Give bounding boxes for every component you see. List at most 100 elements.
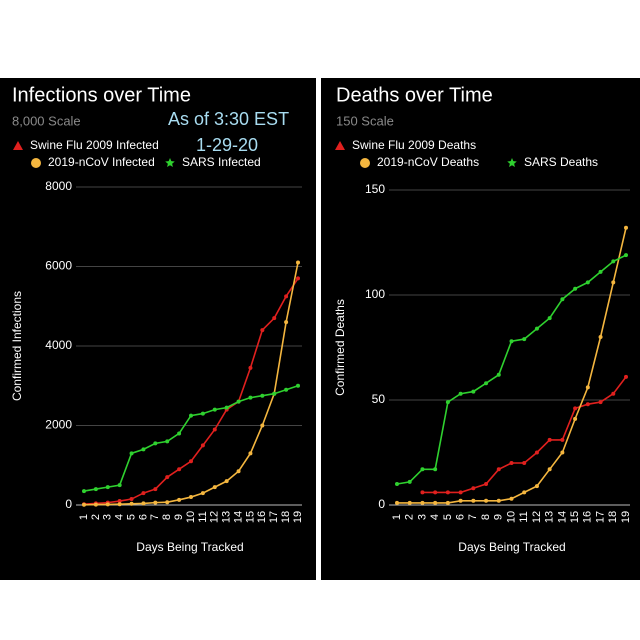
data-point bbox=[141, 491, 146, 496]
data-point bbox=[471, 498, 476, 503]
data-point bbox=[522, 461, 527, 465]
data-point bbox=[141, 447, 146, 452]
y-tick-label: 50 bbox=[372, 392, 386, 406]
legend-marker bbox=[360, 158, 370, 168]
data-point bbox=[296, 276, 300, 281]
x-axis-title: Days Being Tracked bbox=[136, 540, 243, 554]
right-panel bbox=[321, 78, 640, 580]
data-point bbox=[177, 431, 182, 436]
data-point bbox=[496, 372, 501, 377]
legend-label: SARS Deaths bbox=[524, 155, 598, 169]
data-point bbox=[611, 259, 616, 264]
chart-title: Infections over Time bbox=[12, 84, 191, 106]
x-tick-label: 11 bbox=[518, 511, 530, 522]
data-point bbox=[598, 269, 603, 274]
data-point bbox=[433, 500, 438, 505]
data-point bbox=[522, 337, 527, 342]
data-point bbox=[105, 502, 110, 507]
x-tick-label: 2 bbox=[404, 514, 416, 520]
data-point bbox=[200, 443, 205, 448]
data-point bbox=[560, 437, 565, 442]
data-point bbox=[129, 451, 134, 456]
data-point bbox=[458, 498, 463, 503]
data-point bbox=[224, 479, 229, 484]
data-point bbox=[433, 467, 438, 472]
data-point bbox=[509, 496, 514, 501]
y-tick-label: 6000 bbox=[45, 259, 72, 273]
data-point bbox=[82, 489, 86, 494]
legend-label: Swine Flu 2009 Deaths bbox=[352, 138, 476, 152]
x-tick-label: 4 bbox=[114, 514, 126, 520]
x-tick-label: 18 bbox=[607, 511, 619, 523]
data-point bbox=[296, 383, 300, 388]
x-tick-label: 1 bbox=[78, 514, 90, 520]
data-point bbox=[445, 400, 450, 405]
legend-label: 2019-nCoV Deaths bbox=[377, 155, 479, 169]
data-point bbox=[471, 389, 476, 394]
annotation: 1-29-20 bbox=[196, 135, 258, 155]
data-point bbox=[212, 427, 217, 432]
data-point bbox=[573, 286, 578, 291]
data-point bbox=[260, 393, 265, 398]
data-point bbox=[433, 490, 438, 495]
data-point bbox=[248, 365, 253, 370]
x-tick-label: 2 bbox=[90, 514, 102, 520]
data-point bbox=[153, 441, 158, 446]
x-tick-label: 13 bbox=[221, 511, 233, 523]
x-tick-label: 14 bbox=[232, 511, 244, 523]
y-tick-label: 0 bbox=[65, 497, 72, 511]
data-point bbox=[200, 491, 205, 496]
x-tick-label: 1 bbox=[391, 514, 403, 520]
data-point bbox=[560, 450, 565, 455]
data-point bbox=[534, 484, 539, 489]
x-tick-label: 7 bbox=[467, 514, 479, 520]
data-point bbox=[212, 407, 217, 412]
data-point bbox=[585, 385, 590, 390]
data-point bbox=[177, 467, 182, 472]
legend-label: Swine Flu 2009 Infected bbox=[30, 138, 159, 152]
y-tick-label: 2000 bbox=[45, 418, 72, 432]
data-point bbox=[484, 482, 489, 486]
data-point bbox=[585, 280, 590, 285]
data-point bbox=[260, 423, 265, 428]
data-point bbox=[212, 485, 217, 490]
data-point bbox=[272, 316, 277, 321]
data-point bbox=[165, 500, 170, 505]
data-point bbox=[189, 495, 193, 500]
x-tick-label: 17 bbox=[268, 511, 280, 523]
data-point bbox=[153, 487, 158, 492]
data-point bbox=[395, 500, 399, 505]
data-point bbox=[117, 483, 122, 488]
data-point bbox=[547, 316, 552, 321]
data-point bbox=[165, 475, 170, 480]
data-point bbox=[284, 320, 289, 325]
data-point bbox=[458, 490, 463, 495]
x-tick-label: 16 bbox=[256, 511, 268, 523]
data-point bbox=[165, 439, 170, 444]
data-point bbox=[420, 500, 425, 505]
data-point bbox=[573, 406, 578, 411]
data-point bbox=[420, 467, 425, 472]
data-point bbox=[117, 502, 122, 507]
data-point bbox=[509, 461, 514, 465]
legend-marker bbox=[507, 158, 517, 168]
x-tick-label: 12 bbox=[531, 511, 543, 523]
data-point bbox=[248, 395, 253, 400]
x-tick-label: 15 bbox=[244, 511, 256, 523]
annotation: As of 3:30 EST bbox=[168, 109, 289, 129]
data-point bbox=[624, 374, 628, 379]
x-tick-label: 18 bbox=[280, 511, 292, 523]
data-point bbox=[496, 467, 501, 472]
data-point bbox=[458, 391, 463, 396]
x-tick-label: 6 bbox=[137, 514, 149, 520]
x-tick-label: 19 bbox=[620, 511, 632, 523]
x-tick-label: 9 bbox=[493, 514, 505, 520]
chart-subtitle: 150 Scale bbox=[336, 113, 394, 128]
data-point bbox=[129, 501, 134, 506]
data-point bbox=[296, 260, 300, 265]
y-tick-label: 150 bbox=[365, 182, 385, 196]
x-tick-label: 7 bbox=[149, 514, 161, 520]
data-point bbox=[248, 451, 253, 456]
data-point bbox=[560, 297, 565, 302]
